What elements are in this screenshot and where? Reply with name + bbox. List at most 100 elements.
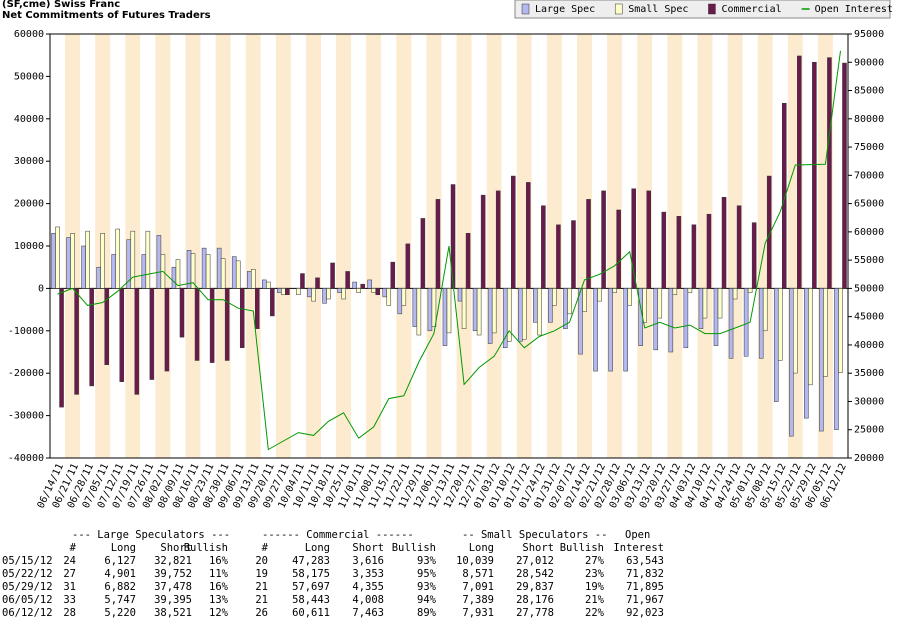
plot-band [652,34,668,458]
y2-tick-label: 40000 [854,340,884,351]
bar [578,288,583,355]
bar [627,288,632,306]
table-cell: 22% [585,607,605,618]
table-cell: 3,353 [352,568,384,580]
table-cell: 29,837 [516,581,554,593]
bar [164,288,170,372]
plot-band [546,34,562,458]
bar [81,245,86,289]
table-cell: 16% [209,581,229,593]
table-cell: 21 [255,581,268,593]
bar [179,288,185,338]
table-column-header: Bullish [184,542,228,554]
legend-label: Commercial [721,4,781,15]
bar [352,281,357,289]
bar [823,288,828,377]
table-cell: 12% [209,607,229,618]
bar [510,175,516,289]
legend-swatch [708,3,716,15]
bar [762,288,768,332]
bar [104,288,109,365]
table-column-header: Short [352,542,384,554]
bar [476,288,482,336]
table-group-header: Open [625,529,650,541]
bar [450,184,456,289]
plot-band [245,34,261,458]
y-tick-label: 10000 [14,241,44,252]
plot-band [682,34,698,458]
bar [70,233,75,289]
bar [382,288,388,298]
bar [743,288,749,357]
table-cell: 93% [417,581,437,593]
table-cell: 7,931 [462,607,494,618]
y2-tick-label: 95000 [854,29,884,40]
y2-tick-label: 75000 [854,142,884,153]
bar [687,288,693,293]
bar [337,288,342,293]
table-cell: 95% [417,568,437,580]
table-cell: 39,752 [154,568,192,580]
bar [51,233,56,289]
plot-band [185,34,201,458]
bar [55,226,60,289]
y-tick-label: 0 [38,283,44,294]
table-cell: 5,747 [104,594,136,606]
bar [567,288,572,315]
bar [190,253,196,289]
table-cell: 39,395 [154,594,192,606]
bar [502,288,508,349]
table-cell: 19 [255,568,268,580]
bar [277,288,282,293]
bar [472,288,478,332]
bar [657,288,663,319]
table-cell: 31 [63,581,76,593]
bar [793,288,798,374]
plot-band [697,34,713,458]
bar [322,288,327,304]
table-cell: 27,012 [516,555,554,567]
bar [537,288,542,336]
table-group-header: ------ Commercial ------ [262,529,414,541]
table-cell: 6,882 [104,581,136,593]
bar [431,288,437,327]
bar [736,205,742,289]
table-cell: 23% [585,568,605,580]
bar [307,288,312,298]
bar [205,254,211,289]
bar [194,288,200,361]
bar [356,288,361,293]
y2-tick-label: 65000 [854,199,884,210]
table-cell: 27,778 [516,607,554,618]
bar [552,288,557,306]
table-cell: 28,176 [516,594,554,606]
y-tick-label: 60000 [14,29,44,40]
bar [797,55,802,289]
plot-band [426,34,442,458]
bar [773,288,779,402]
bar [296,288,301,296]
y-tick-label: -10000 [8,326,44,337]
bar [533,288,538,323]
y2-tick-label: 45000 [854,312,884,323]
plot-band [230,34,246,458]
bar [541,205,546,289]
y-tick-label: 30000 [14,156,44,167]
bar [758,288,764,359]
bar [367,279,372,289]
table-cell: 92,023 [626,607,664,618]
plot-band [366,34,382,458]
bar [480,194,486,289]
bar [766,175,772,289]
table-cell: 58,443 [292,594,330,606]
bar [216,247,222,289]
bar [812,61,817,289]
bar [702,288,708,319]
bar [506,288,512,342]
bar [371,288,376,293]
legend-label: Small Spec [628,4,688,15]
table-column-header: Short [522,542,554,554]
bar [789,288,794,437]
y2-tick-label: 30000 [854,396,884,407]
